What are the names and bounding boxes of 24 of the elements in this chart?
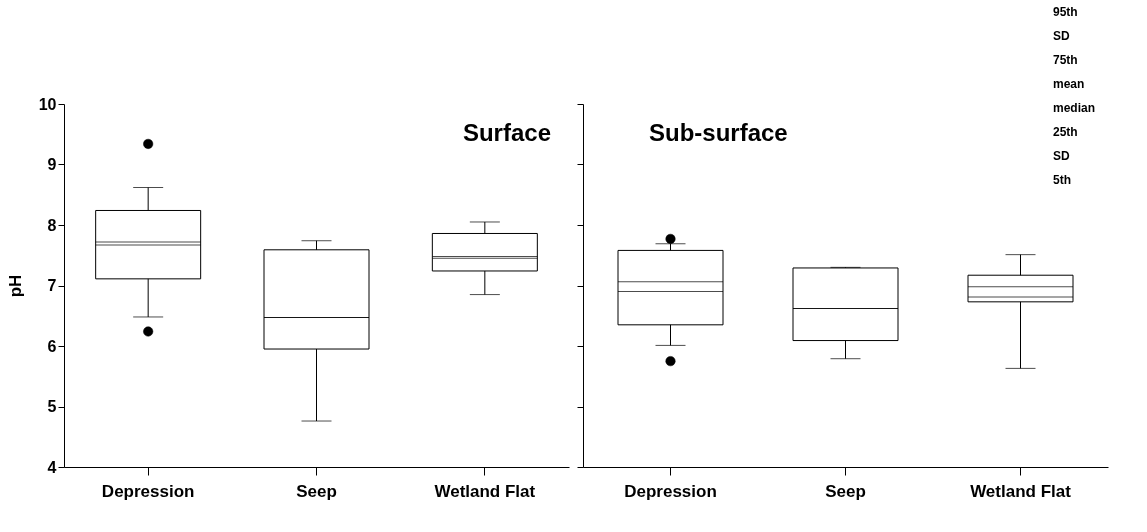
text: 95th: [1053, 5, 1078, 19]
annotation: SD: [1053, 149, 1070, 163]
annotation: median: [1053, 101, 1096, 115]
text: 75th: [1053, 53, 1078, 67]
x-tick-label: Seep: [825, 481, 866, 501]
y-tick-label: 7: [47, 277, 57, 294]
text: Surface: [462, 119, 551, 146]
x-tick-label: Wetland Flat: [434, 481, 536, 501]
text: SD: [1053, 29, 1070, 43]
x-tick-label: Depression: [101, 481, 195, 501]
y-axis-title: pH: [5, 274, 25, 298]
x-tick-label: Seep: [296, 481, 337, 501]
annotation: 5th: [1053, 173, 1071, 187]
y-tick-label: 9: [47, 156, 57, 173]
y-tick-label: 6: [47, 337, 57, 355]
text: mean: [1053, 77, 1085, 91]
y-tick-label: 10: [38, 95, 57, 113]
x-tick-label: Depression: [624, 481, 717, 501]
y-tick-label: 4: [47, 458, 57, 476]
text: Sub-surface: [649, 119, 788, 146]
x-tick-label: Wetland Flat: [970, 481, 1072, 501]
y-tick-label: 8: [47, 216, 57, 234]
y-tick-label: 5: [47, 398, 57, 415]
annotation: 25th: [1053, 125, 1078, 139]
